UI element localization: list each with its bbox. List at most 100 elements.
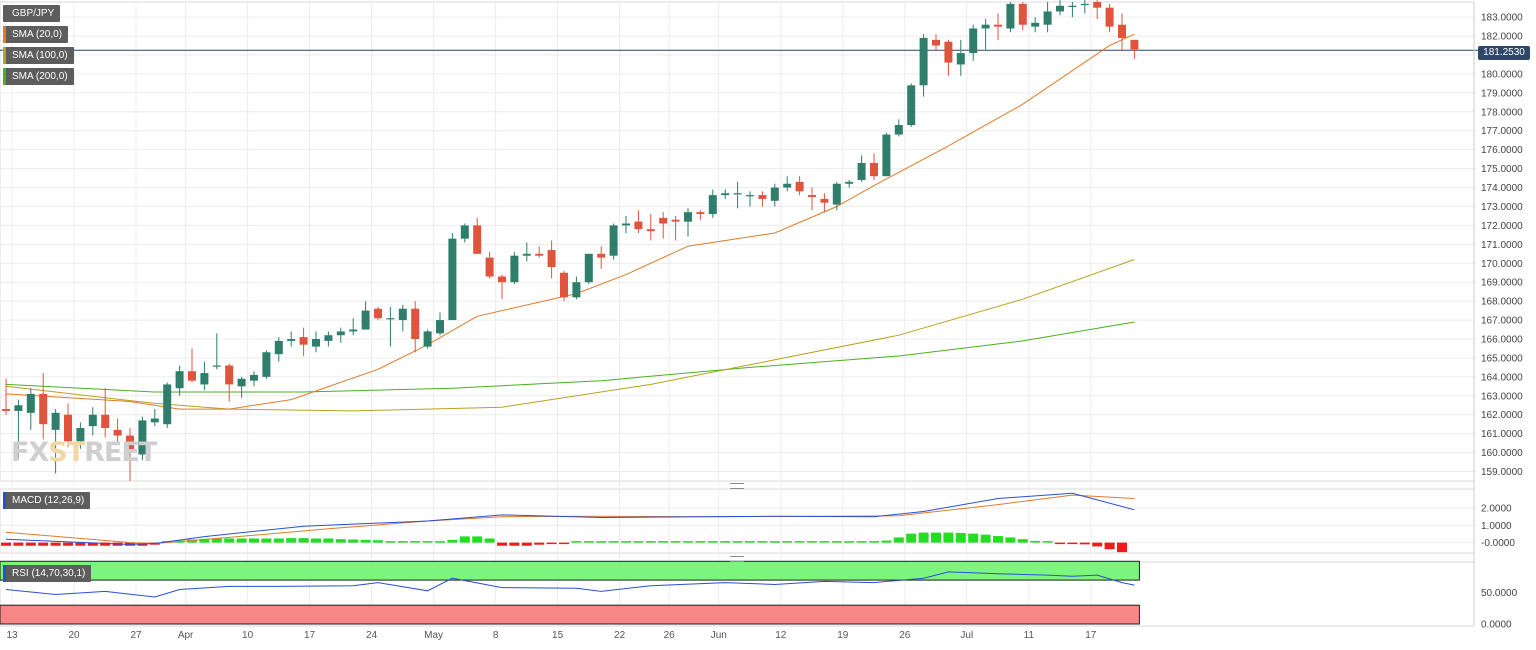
price-tick-label: 165.0000: [1481, 353, 1523, 364]
macd-histogram-bar: [87, 542, 98, 546]
candle-body: [163, 384, 172, 425]
symbol-badge[interactable]: GBP/JPY: [3, 5, 61, 22]
indicator-badge-sma200[interactable]: SMA (200,0): [3, 68, 74, 85]
macd-histogram-bar: [658, 541, 669, 543]
macd-histogram-bar: [521, 542, 532, 546]
macd-histogram-bar: [397, 541, 408, 543]
candle-body: [225, 365, 234, 385]
macd-histogram-bar: [993, 536, 1003, 543]
x-tick-label: 22: [614, 630, 626, 641]
candle-body: [436, 320, 444, 334]
sma100-swatch: [3, 47, 6, 64]
candle-body: [907, 85, 916, 126]
candle-body: [758, 195, 767, 199]
macd-histogram-bar: [633, 541, 644, 543]
macd-histogram-bar: [546, 542, 557, 545]
candle-body: [671, 219, 680, 222]
indicator-badge-sma100[interactable]: SMA (100,0): [3, 47, 74, 64]
pane-resize-handle-macd[interactable]: [730, 483, 744, 489]
macd-histogram-bar: [720, 541, 731, 543]
price-tick-label: 169.0000: [1481, 278, 1523, 289]
x-tick-label: 24: [366, 630, 378, 641]
candle-body: [212, 365, 221, 367]
macd-histogram-bar: [224, 538, 235, 543]
macd-histogram-bar: [918, 532, 929, 543]
macd-histogram-bar: [249, 538, 259, 543]
macd-histogram-bar: [769, 541, 780, 543]
macd-histogram-bar: [596, 541, 607, 543]
macd-histogram-bar: [385, 541, 396, 543]
macd-histogram-bar: [1079, 542, 1090, 545]
macd-histogram-bar: [199, 538, 210, 543]
macd-histogram-bar: [1005, 537, 1016, 543]
candle-body: [1068, 5, 1077, 7]
candle-body: [646, 229, 655, 232]
current-price-tag: 181.2530: [1478, 46, 1530, 60]
price-tick-label: 178.0000: [1481, 107, 1523, 118]
fxstreet-watermark-logo: FXSTREET: [11, 437, 157, 468]
candle-body: [14, 405, 23, 411]
candle-body: [324, 335, 333, 341]
candle-body: [1006, 3, 1015, 29]
macd-badge[interactable]: MACD (12,26,9): [3, 492, 91, 509]
macd-histogram-bar: [25, 542, 36, 546]
macd-tick-label: -0.0000: [1481, 538, 1515, 549]
sma20-line: [5, 33, 1135, 410]
price-tick-label: 180.0000: [1481, 69, 1523, 80]
macd-histogram-bar: [893, 537, 904, 543]
x-tick-label: 8: [493, 630, 499, 641]
macd-histogram-bar: [1030, 540, 1041, 543]
candle-body: [398, 308, 407, 321]
macd-histogram-bar: [1067, 542, 1078, 545]
macd-histogram-bar: [844, 541, 855, 543]
x-tick-label: 12: [775, 630, 787, 641]
indicator-badge-sma20[interactable]: SMA (20,0): [3, 26, 69, 43]
candle-body: [361, 310, 370, 330]
x-tick-label: 26: [664, 630, 676, 641]
candle-body: [882, 134, 891, 177]
candle-body: [510, 255, 519, 283]
rsi-badge[interactable]: RSI (14,70,30,1): [3, 565, 92, 582]
candle-body: [560, 272, 568, 298]
macd-histogram-bar: [211, 538, 222, 543]
candle-body: [312, 339, 320, 347]
price-tick-label: 176.0000: [1481, 145, 1523, 156]
candle-body: [622, 223, 630, 226]
candle-body: [994, 24, 1002, 27]
rsi-line: [5, 571, 1135, 598]
macd-histogram-bar: [298, 538, 309, 543]
candle-body: [1080, 3, 1089, 6]
candle-body: [1031, 22, 1040, 27]
macd-histogram-bar: [447, 539, 458, 543]
macd-histogram-bar: [497, 542, 507, 546]
candle-body: [1018, 3, 1027, 25]
candle-body: [76, 427, 85, 442]
candle-body: [126, 435, 134, 451]
x-tick-label: 15: [552, 630, 564, 641]
rsi-tick-label: 50.0000: [1481, 588, 1518, 599]
macd-histogram-bar: [968, 533, 979, 543]
candle-body: [584, 253, 593, 283]
x-tick-label: 19: [837, 630, 849, 641]
macd-histogram-bar: [187, 539, 197, 543]
candle-body: [696, 212, 705, 215]
pane-resize-handle-rsi[interactable]: [730, 556, 744, 562]
candle-body: [609, 225, 618, 256]
price-tick-label: 173.0000: [1481, 202, 1523, 213]
sma20-swatch: [3, 26, 6, 43]
macd-line: [5, 492, 1135, 545]
candle-body: [250, 374, 258, 381]
macd-histogram-bar: [608, 541, 619, 543]
candle-body: [113, 429, 122, 436]
macd-histogram-bar: [1092, 542, 1103, 547]
macd-histogram-bar: [559, 542, 569, 545]
price-tick-label: 161.0000: [1481, 429, 1523, 440]
macd-histogram-bar: [50, 542, 61, 546]
symbol-label: GBP/JPY: [12, 8, 55, 19]
macd-histogram-bar: [422, 541, 433, 543]
x-tick-label: 26: [899, 630, 911, 641]
sma100-label: SMA (100,0): [12, 50, 68, 61]
candle-body: [820, 198, 829, 203]
macd-histogram-bar: [348, 539, 359, 543]
sma20-label: SMA (20,0): [12, 29, 63, 40]
